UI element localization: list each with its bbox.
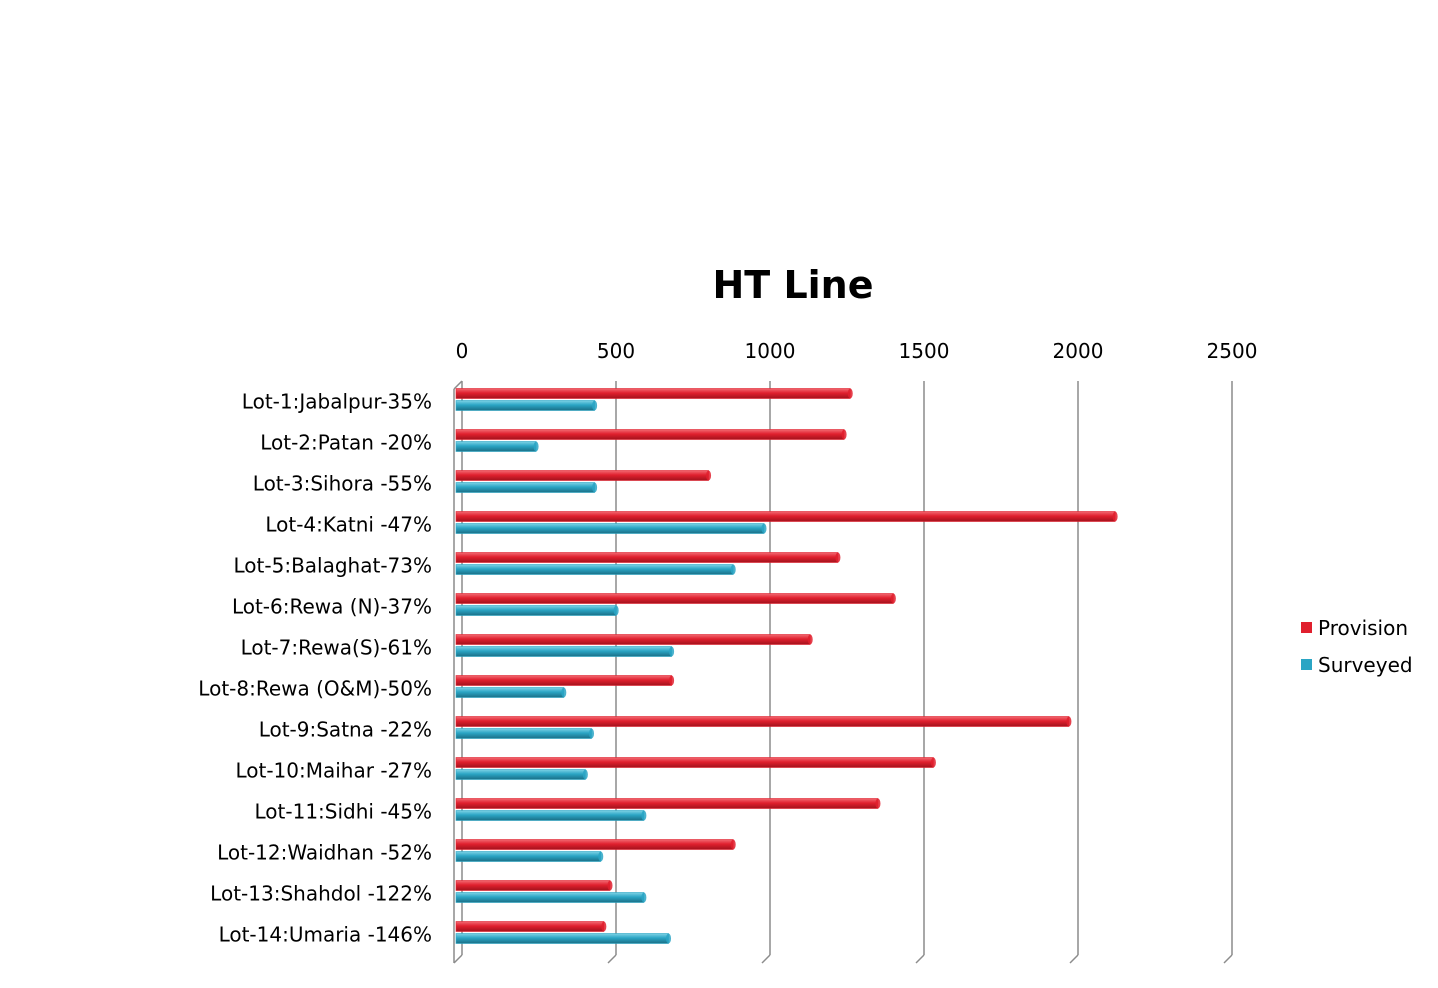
x-tick-label: 2000 bbox=[1053, 339, 1104, 363]
category-label: Lot-13:Shahdol -122% bbox=[210, 882, 432, 906]
bar-cap bbox=[582, 769, 588, 780]
bar-cap bbox=[890, 593, 896, 604]
bars bbox=[455, 388, 1118, 944]
bar-cap bbox=[533, 441, 539, 452]
axis-wall-top bbox=[453, 380, 463, 390]
bar-cap bbox=[613, 605, 619, 616]
category-label: Lot-3:Sihora -55% bbox=[253, 472, 432, 496]
bar-provision bbox=[455, 429, 845, 440]
bar-cap bbox=[641, 810, 647, 821]
bar-cap bbox=[1112, 511, 1118, 522]
bar-cap bbox=[761, 523, 767, 534]
bar-surveyed bbox=[455, 728, 592, 739]
bar-cap bbox=[607, 880, 613, 891]
category-label: Lot-11:Sidhi -45% bbox=[255, 800, 432, 824]
bar-cap bbox=[841, 429, 847, 440]
bar-surveyed bbox=[455, 769, 586, 780]
gridline-floor bbox=[761, 954, 771, 964]
bar-cap bbox=[592, 482, 598, 493]
chart-title: HT Line bbox=[712, 263, 873, 307]
bar-provision bbox=[455, 839, 734, 850]
bar-cap bbox=[601, 921, 607, 932]
bar-surveyed bbox=[455, 441, 537, 452]
gridline-floor bbox=[453, 954, 463, 964]
bar-cap bbox=[730, 839, 736, 850]
category-label: Lot-9:Satna -22% bbox=[259, 718, 432, 742]
legend-label-surveyed: Surveyed bbox=[1318, 653, 1413, 677]
bar-provision bbox=[455, 880, 611, 891]
bar-cap bbox=[835, 552, 841, 563]
category-label: Lot-1:Jabalpur-35% bbox=[242, 390, 432, 414]
gridline-floor bbox=[1223, 954, 1233, 964]
bar-cap bbox=[598, 851, 604, 862]
category-label: Lot-8:Rewa (O&M)-50% bbox=[198, 677, 432, 701]
bar-cap bbox=[589, 728, 595, 739]
legend: Provision Surveyed bbox=[1301, 616, 1413, 677]
category-label: Lot-2:Patan -20% bbox=[260, 431, 432, 455]
bar-cap bbox=[669, 646, 675, 657]
bar-surveyed bbox=[455, 400, 595, 411]
bar-surveyed bbox=[455, 564, 734, 575]
category-label: Lot-14:Umaria -146% bbox=[219, 923, 432, 947]
bar-surveyed bbox=[455, 605, 617, 616]
bar-cap bbox=[847, 388, 853, 399]
bar-cap bbox=[875, 798, 881, 809]
category-label: Lot-7:Rewa(S)-61% bbox=[241, 636, 432, 660]
bar-provision bbox=[455, 388, 851, 399]
bar-surveyed bbox=[455, 523, 765, 534]
gridline-floor bbox=[1069, 954, 1079, 964]
bar-surveyed bbox=[455, 810, 645, 821]
bar-cap bbox=[561, 687, 567, 698]
category-label: Lot-12:Waidhan -52% bbox=[217, 841, 432, 865]
bar-cap bbox=[641, 892, 647, 903]
bar-provision bbox=[455, 757, 934, 768]
bar-surveyed bbox=[455, 646, 672, 657]
bar-surveyed bbox=[455, 687, 565, 698]
bar-surveyed bbox=[455, 892, 645, 903]
bar-provision bbox=[455, 593, 894, 604]
legend-swatch-surveyed bbox=[1301, 659, 1312, 670]
bar-provision bbox=[455, 798, 879, 809]
x-axis-ticks: 0 500 1000 1500 2000 2500 bbox=[456, 339, 1258, 363]
category-label: Lot-10:Maihar -27% bbox=[235, 759, 432, 783]
bar-provision bbox=[455, 552, 839, 563]
bar-cap bbox=[1066, 716, 1072, 727]
bar-cap bbox=[930, 757, 936, 768]
category-label: Lot-5:Balaghat-73% bbox=[234, 554, 432, 578]
grid bbox=[453, 380, 1233, 964]
y-axis-categories: Lot-1:Jabalpur-35% Lot-2:Patan -20% Lot-3:… bbox=[198, 390, 432, 947]
bar-surveyed bbox=[455, 482, 595, 493]
bar-provision bbox=[455, 675, 672, 686]
bar-provision bbox=[455, 511, 1116, 522]
x-tick-label: 1000 bbox=[745, 339, 796, 363]
category-label: Lot-4:Katni -47% bbox=[265, 513, 432, 537]
bar-surveyed bbox=[455, 851, 602, 862]
bar-cap bbox=[669, 675, 675, 686]
x-tick-label: 1500 bbox=[899, 339, 950, 363]
legend-label-provision: Provision bbox=[1318, 616, 1408, 640]
x-tick-label: 2500 bbox=[1207, 339, 1258, 363]
bar-cap bbox=[592, 400, 598, 411]
bar-provision bbox=[455, 716, 1070, 727]
bar-provision bbox=[455, 470, 709, 481]
bar-surveyed bbox=[455, 933, 669, 944]
bar-provision bbox=[455, 634, 811, 645]
legend-swatch-provision bbox=[1301, 622, 1312, 633]
category-label: Lot-6:Rewa (N)-37% bbox=[232, 595, 432, 619]
bar-cap bbox=[807, 634, 813, 645]
bar-provision bbox=[455, 921, 605, 932]
bar-cap bbox=[666, 933, 672, 944]
bar-cap bbox=[730, 564, 736, 575]
bar-cap bbox=[706, 470, 712, 481]
x-tick-label: 500 bbox=[597, 339, 635, 363]
gridline-floor bbox=[915, 954, 925, 964]
gridline-floor bbox=[607, 954, 617, 964]
x-tick-label: 0 bbox=[456, 339, 469, 363]
